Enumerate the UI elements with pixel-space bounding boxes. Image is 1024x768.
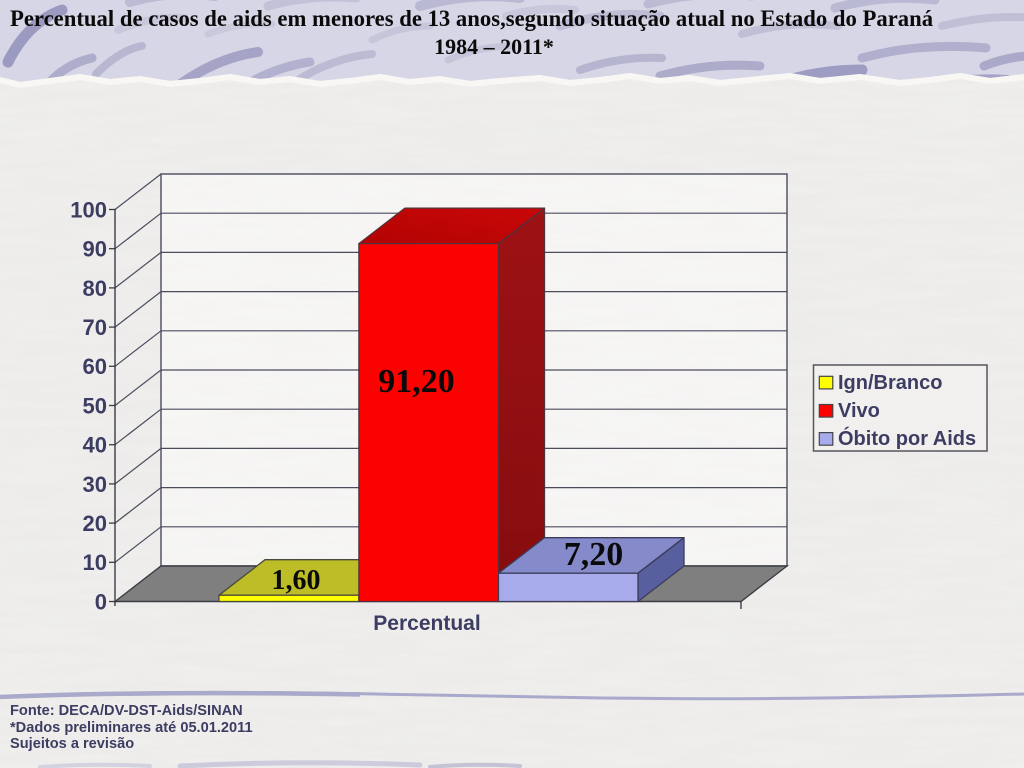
svg-text:Vivo: Vivo xyxy=(838,400,880,422)
svg-text:Percentual: Percentual xyxy=(373,612,480,635)
svg-text:Ign/Branco: Ign/Branco xyxy=(838,372,942,394)
svg-text:20: 20 xyxy=(83,511,107,536)
svg-text:40: 40 xyxy=(83,433,107,458)
svg-text:7,20: 7,20 xyxy=(564,536,624,573)
svg-text:90: 90 xyxy=(83,237,107,262)
svg-text:10: 10 xyxy=(83,550,107,575)
svg-text:100: 100 xyxy=(70,197,107,222)
svg-text:70: 70 xyxy=(83,315,107,340)
svg-text:91,20: 91,20 xyxy=(378,363,455,400)
svg-text:80: 80 xyxy=(83,276,107,301)
svg-text:Óbito por Aids: Óbito por Aids xyxy=(838,426,976,450)
svg-text:60: 60 xyxy=(83,354,107,379)
svg-text:50: 50 xyxy=(83,393,107,418)
svg-text:0: 0 xyxy=(95,589,107,614)
svg-text:1,60: 1,60 xyxy=(272,565,321,596)
svg-text:30: 30 xyxy=(83,472,107,497)
